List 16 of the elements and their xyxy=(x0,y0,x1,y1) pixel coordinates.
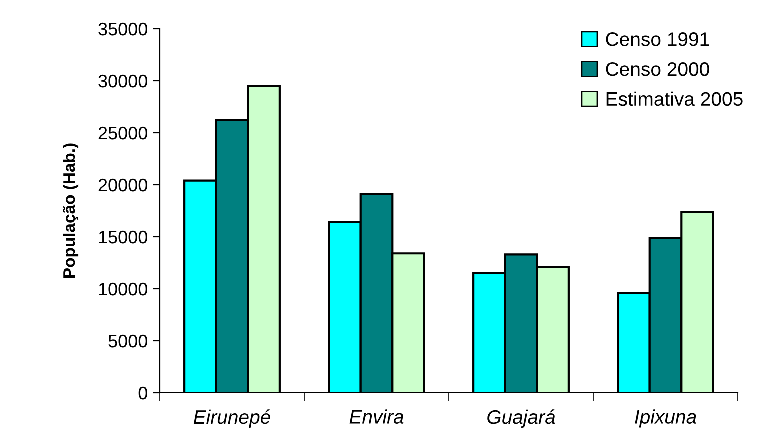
legend-label: Censo 1991 xyxy=(606,32,710,46)
x-tick-label: Ipixuna xyxy=(635,410,696,428)
x-tick-label: Guajará xyxy=(488,410,556,428)
y-tick-label: 30000 xyxy=(98,74,148,88)
y-tick-label: 10000 xyxy=(99,282,148,296)
x-tick-label: Eirunepé xyxy=(194,410,270,428)
y-tick-label: 0 xyxy=(138,386,148,400)
legend-label: Estimativa 2005 xyxy=(606,92,743,106)
y-tick-label: 25000 xyxy=(98,126,148,140)
y-tick-label: 5000 xyxy=(108,334,148,348)
y-tick-label: 35000 xyxy=(98,22,148,36)
y-tick-label: 15000 xyxy=(99,230,148,244)
y-tick-label: 20000 xyxy=(98,178,148,192)
legend-label: Censo 2000 xyxy=(606,62,710,76)
y-axis-title: População (Hab.) xyxy=(63,144,79,278)
x-tick-label: Envira xyxy=(350,410,404,424)
